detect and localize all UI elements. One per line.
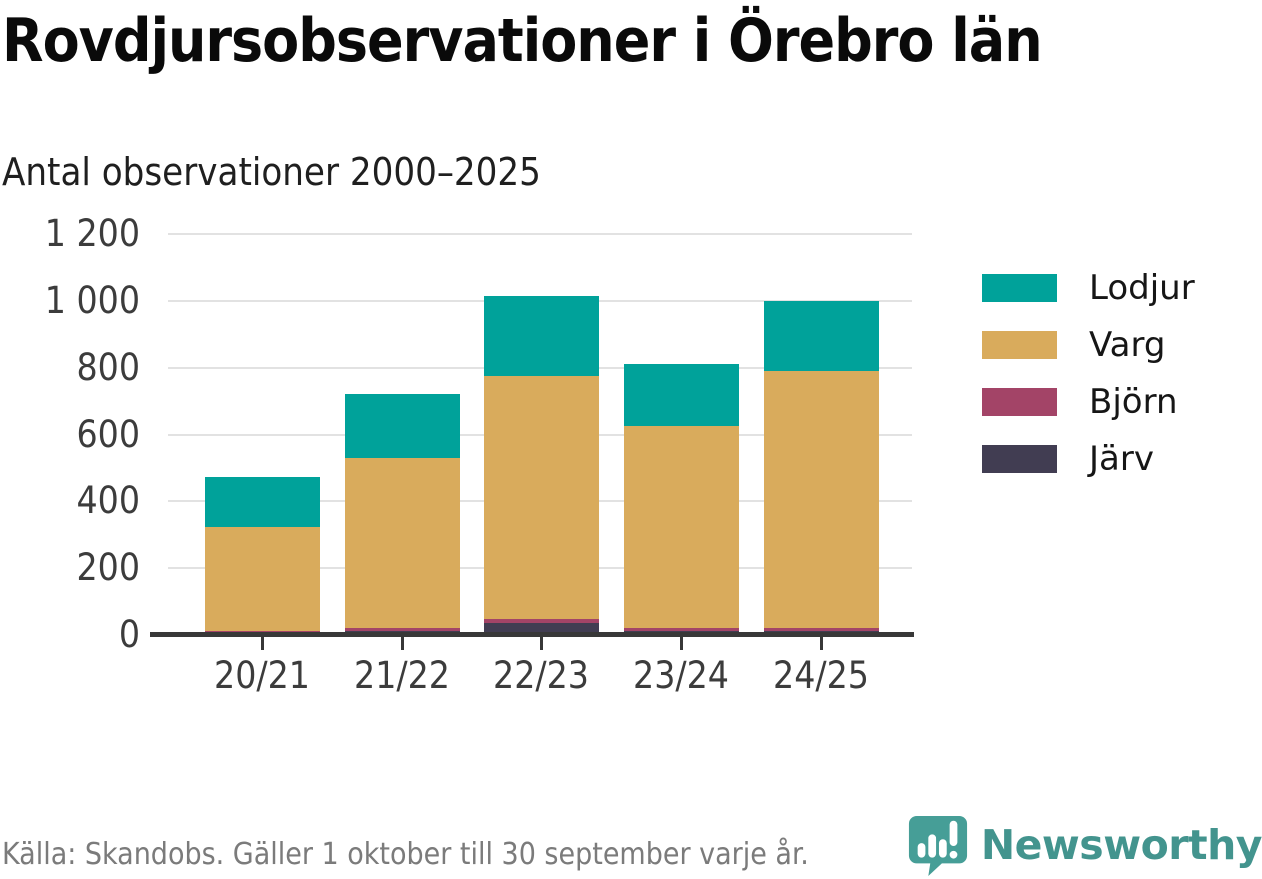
newsworthy-logo: Newsworthy bbox=[907, 814, 1262, 876]
x-axis-tick bbox=[539, 637, 543, 650]
bar-segment-björn bbox=[763, 627, 879, 631]
y-tick-label: 1 000 bbox=[44, 278, 140, 322]
bar-segment-lodjur bbox=[623, 363, 739, 426]
legend-item-lodjur: Lodjur bbox=[982, 268, 1195, 308]
bar-segment-varg bbox=[344, 457, 460, 628]
x-axis-tick bbox=[819, 637, 823, 650]
bar-segment-björn bbox=[623, 627, 739, 631]
x-tick-label: 23/24 bbox=[633, 654, 729, 697]
legend-label: Järv bbox=[1089, 439, 1154, 479]
y-tick-label: 0 bbox=[118, 613, 140, 656]
page-title: Rovdjursobservationer i Örebro län bbox=[2, 6, 1043, 76]
legend-item-järv: Järv bbox=[982, 439, 1195, 479]
legend-item-björn: Björn bbox=[982, 382, 1195, 422]
legend-swatch bbox=[982, 445, 1057, 473]
legend-label: Björn bbox=[1089, 382, 1178, 422]
bar-segment-björn bbox=[344, 627, 460, 631]
y-tick-label: 1 200 bbox=[44, 212, 140, 255]
x-axis-tick bbox=[260, 637, 264, 650]
legend-item-varg: Varg bbox=[982, 325, 1195, 365]
gridline bbox=[168, 233, 912, 235]
x-axis-line bbox=[150, 632, 914, 637]
y-tick-label: 600 bbox=[76, 412, 140, 456]
bar-segment-lodjur bbox=[344, 394, 460, 458]
source-note: Källa: Skandobs. Gäller 1 oktober till 3… bbox=[2, 837, 809, 872]
newsworthy-logo-icon bbox=[908, 815, 967, 876]
page-subtitle: Antal observationer 2000–2025 bbox=[2, 150, 541, 194]
legend: Lodjur Varg Björn Järv bbox=[982, 268, 1195, 502]
bar-segment-varg bbox=[763, 371, 879, 628]
bar-segment-lodjur bbox=[204, 477, 320, 528]
x-tick-label: 24/25 bbox=[773, 654, 869, 697]
bar-segment-lodjur bbox=[763, 301, 879, 371]
x-tick-label: 22/23 bbox=[493, 654, 589, 697]
legend-swatch bbox=[982, 331, 1057, 359]
bar-segment-järv bbox=[483, 622, 599, 635]
legend-swatch bbox=[982, 274, 1057, 302]
newsworthy-wordmark: Newsworthy bbox=[980, 821, 1262, 869]
bar-segment-varg bbox=[623, 425, 739, 628]
bar-segment-varg bbox=[204, 527, 320, 631]
bar-segment-björn bbox=[483, 618, 599, 623]
x-tick-label: 20/21 bbox=[214, 654, 310, 697]
y-tick-label: 200 bbox=[76, 546, 140, 590]
legend-label: Varg bbox=[1089, 325, 1166, 365]
bar-segment-lodjur bbox=[483, 296, 599, 376]
legend-label: Lodjur bbox=[1089, 268, 1195, 308]
x-axis-tick bbox=[679, 637, 683, 650]
x-tick-label: 21/22 bbox=[354, 654, 450, 697]
legend-swatch bbox=[982, 388, 1057, 416]
y-tick-label: 800 bbox=[76, 345, 140, 389]
bar-segment-varg bbox=[483, 375, 599, 619]
y-tick-label: 400 bbox=[76, 479, 140, 523]
x-axis-tick bbox=[400, 637, 404, 650]
